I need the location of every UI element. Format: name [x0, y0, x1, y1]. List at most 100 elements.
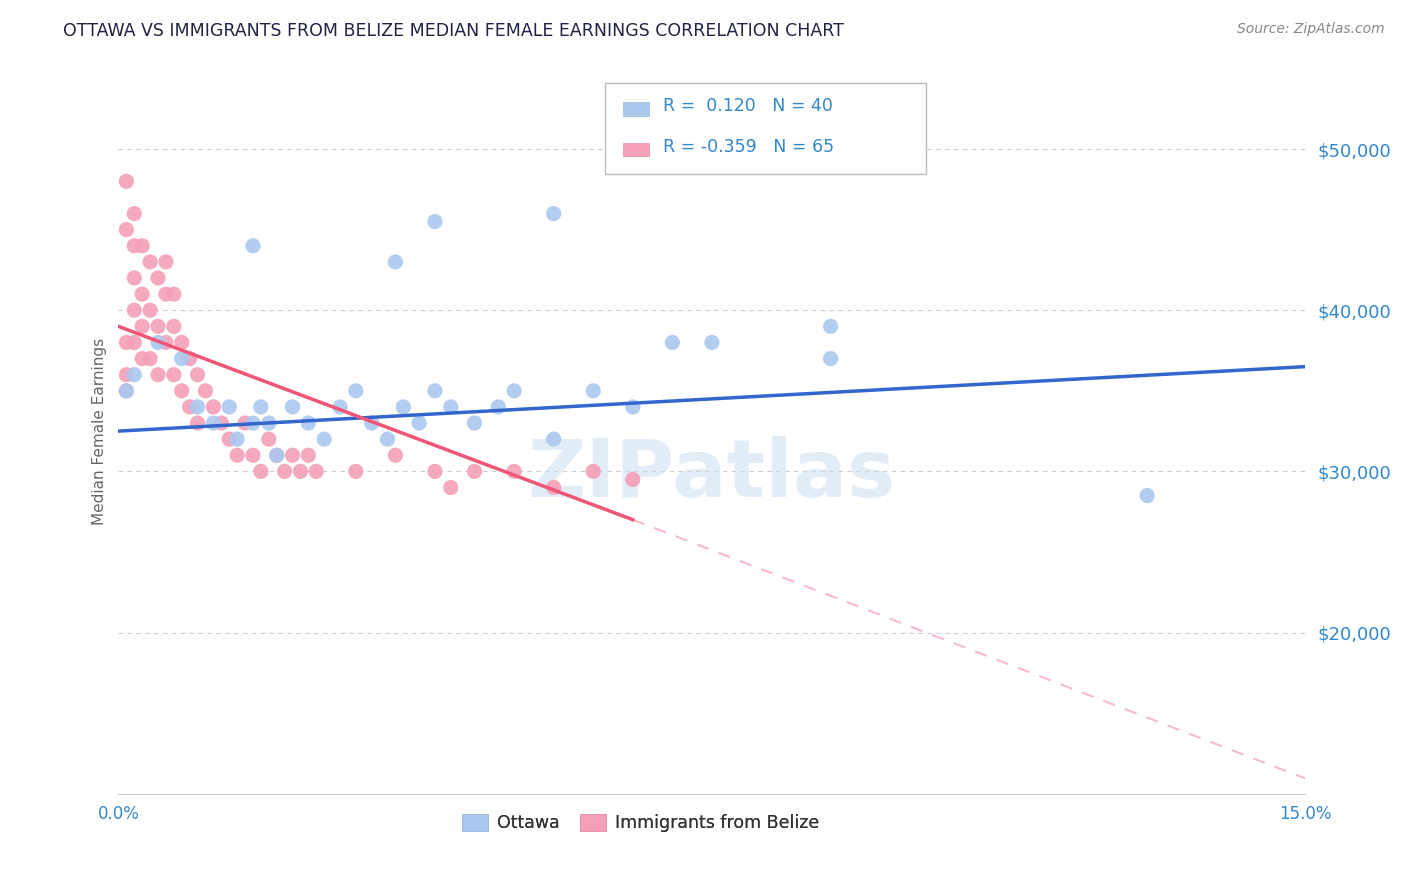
Point [464, 416, 486, 430]
Point [820, 351, 842, 366]
Text: OTTAWA VS IMMIGRANTS FROM BELIZE MEDIAN FEMALE EARNINGS CORRELATION CHART: OTTAWA VS IMMIGRANTS FROM BELIZE MEDIAN … [63, 22, 844, 40]
Point [139, 351, 162, 366]
Point [440, 481, 463, 495]
Point [187, 400, 209, 414]
Point [131, 287, 153, 301]
Point [582, 384, 605, 398]
Text: R = -0.359   N = 65: R = -0.359 N = 65 [664, 138, 834, 156]
Point [131, 239, 153, 253]
Point [543, 481, 565, 495]
Point [122, 303, 145, 318]
Point [281, 400, 304, 414]
Point [155, 255, 177, 269]
Point [122, 335, 145, 350]
Point [543, 432, 565, 446]
Y-axis label: Median Female Earnings: Median Female Earnings [93, 337, 107, 524]
Point [146, 368, 169, 382]
Point [179, 400, 201, 414]
Bar [623, 143, 650, 156]
Point [250, 400, 273, 414]
Point [408, 416, 430, 430]
Point [209, 416, 232, 430]
Point [621, 472, 644, 486]
Point [344, 384, 367, 398]
Point [146, 271, 169, 285]
Point [242, 416, 264, 430]
Point [423, 384, 446, 398]
Bar [623, 102, 650, 116]
Point [218, 400, 240, 414]
Point [115, 222, 138, 236]
Point [423, 464, 446, 478]
Point [163, 368, 186, 382]
Point [202, 416, 225, 430]
Point [486, 400, 509, 414]
Point [543, 206, 565, 220]
Point [1136, 489, 1159, 503]
Point [329, 400, 352, 414]
Point [423, 214, 446, 228]
Point [233, 416, 256, 430]
Point [226, 448, 249, 462]
Point [820, 319, 842, 334]
Point [503, 384, 526, 398]
Point [297, 448, 319, 462]
Text: Source: ZipAtlas.com: Source: ZipAtlas.com [1237, 22, 1385, 37]
Point [202, 400, 225, 414]
Point [146, 335, 169, 350]
Point [139, 255, 162, 269]
Point [131, 351, 153, 366]
Point [115, 174, 138, 188]
Point [122, 271, 145, 285]
Point [122, 368, 145, 382]
Point [170, 351, 193, 366]
Point [187, 368, 209, 382]
Point [170, 335, 193, 350]
Point [621, 400, 644, 414]
Point [163, 287, 186, 301]
Point [155, 335, 177, 350]
Point [139, 303, 162, 318]
Point [384, 255, 406, 269]
Point [314, 432, 336, 446]
Legend: Ottawa, Immigrants from Belize: Ottawa, Immigrants from Belize [456, 806, 827, 839]
Point [226, 432, 249, 446]
Point [131, 319, 153, 334]
Point [257, 416, 280, 430]
Point [194, 384, 217, 398]
Point [360, 416, 382, 430]
Point [700, 335, 723, 350]
Point [163, 319, 186, 334]
Point [155, 287, 177, 301]
Point [115, 384, 138, 398]
Point [187, 416, 209, 430]
Point [503, 464, 526, 478]
Point [179, 351, 201, 366]
Point [384, 448, 406, 462]
Point [115, 384, 138, 398]
Point [297, 416, 319, 430]
Point [266, 448, 288, 462]
Point [377, 432, 399, 446]
Point [464, 464, 486, 478]
Point [257, 432, 280, 446]
Point [122, 206, 145, 220]
Point [582, 464, 605, 478]
Bar [605, 83, 925, 174]
Point [281, 448, 304, 462]
Text: ZIPatlas: ZIPatlas [527, 435, 896, 514]
Point [146, 319, 169, 334]
Point [242, 239, 264, 253]
Point [242, 448, 264, 462]
Point [115, 368, 138, 382]
Point [250, 464, 273, 478]
Point [661, 335, 683, 350]
Text: R =  0.120   N = 40: R = 0.120 N = 40 [664, 97, 834, 115]
Point [266, 448, 288, 462]
Point [344, 464, 367, 478]
Point [122, 239, 145, 253]
Point [218, 432, 240, 446]
Point [305, 464, 328, 478]
Point [170, 384, 193, 398]
Point [273, 464, 295, 478]
